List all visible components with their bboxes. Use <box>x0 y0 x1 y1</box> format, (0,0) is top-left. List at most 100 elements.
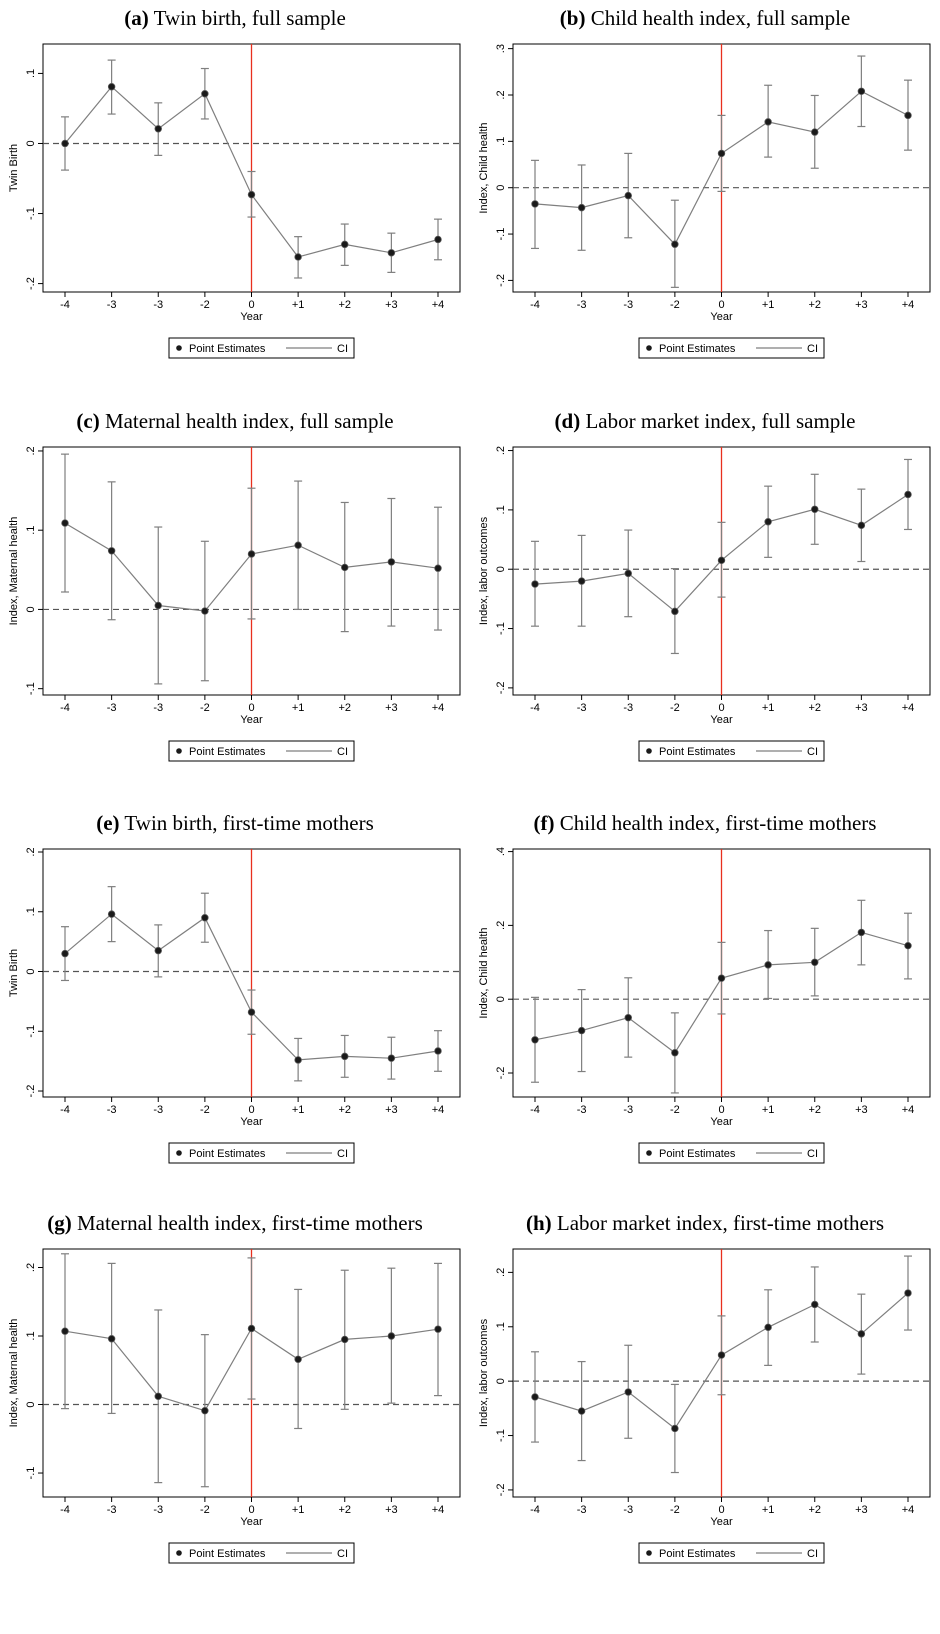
x-tick-label: +2 <box>808 299 821 311</box>
y-tick-label: .1 <box>495 1322 507 1331</box>
legend: Point Estimates CI <box>169 1543 354 1563</box>
point-estimate-marker <box>858 929 865 936</box>
point-estimate-marker <box>672 1049 679 1056</box>
x-tick-label: +2 <box>338 1104 351 1116</box>
legend-point-icon <box>176 748 182 754</box>
point-estimate-marker <box>295 1057 302 1064</box>
y-tick-label: -.1 <box>25 682 37 695</box>
point-estimate-marker <box>811 1301 818 1308</box>
point-estimate-marker <box>532 581 539 588</box>
y-tick-label: 0 <box>495 996 507 1002</box>
legend-point-icon <box>176 1550 182 1556</box>
chart-plot-h: .2 .1 0 -.1 -.2 Index, labor outcomes -4 -3 -3 -2… <box>470 1205 940 1613</box>
x-tick-label: +1 <box>762 1104 775 1116</box>
point-estimate-marker <box>388 249 395 256</box>
y-axis-title: Twin Birth <box>8 144 20 192</box>
x-tick-label: -4 <box>60 1504 70 1516</box>
x-tick-label: 0 <box>248 299 254 311</box>
legend-point-icon <box>646 1550 652 1556</box>
y-tick-label: .1 <box>25 526 37 535</box>
x-tick-label: 0 <box>248 1504 254 1516</box>
legend: Point Estimates CI <box>169 338 354 358</box>
point-estimate-marker <box>388 559 395 566</box>
x-tick-label: -4 <box>530 1104 540 1116</box>
y-tick-label: 0 <box>495 1378 507 1384</box>
legend-point-label: Point Estimates <box>189 1148 266 1160</box>
y-tick-label: 0 <box>495 185 507 191</box>
x-tick-label: -4 <box>530 1504 540 1516</box>
chart-plot-b: .3 .2 .1 0 -.1 -.2 Index, Child health -4 -3 -3 -2… <box>470 0 940 408</box>
x-tick-label: +3 <box>855 1104 868 1116</box>
x-tick-label: +1 <box>292 299 305 311</box>
chart-plot-a: .10-.1-.2Twin Birth-4 -3 -3 -2 0 +1 +2 +3 +4Year… <box>0 0 470 408</box>
chart-plot-e: .2 .1 0 -.1 -.2 Twin Birth -4 -3 -3 -2 0 +1 +2 +3 +4 Ye… <box>0 805 470 1213</box>
x-tick-label: +2 <box>338 702 351 714</box>
y-tick-label: .1 <box>25 907 37 916</box>
point-estimate-marker <box>341 564 348 571</box>
point-estimate-marker <box>858 522 865 529</box>
y-tick-label: -.1 <box>25 1467 37 1480</box>
x-tick-label: -3 <box>107 702 117 714</box>
x-tick-label: -4 <box>60 299 70 311</box>
legend: Point Estimates CI <box>639 338 824 358</box>
y-tick-label: .2 <box>495 921 507 930</box>
legend-ci-label: CI <box>807 1548 818 1560</box>
x-tick-label: 0 <box>248 1104 254 1116</box>
point-estimate-marker <box>578 1408 585 1415</box>
point-estimate-marker <box>341 241 348 248</box>
y-tick-label: -.1 <box>25 1025 37 1038</box>
x-tick-label: -3 <box>153 299 163 311</box>
point-estimate-marker <box>765 119 772 126</box>
y-tick-label: -.2 <box>495 274 507 287</box>
point-estimate-marker <box>532 1036 539 1043</box>
x-tick-label: +3 <box>385 1104 398 1116</box>
point-estimate-marker <box>811 959 818 966</box>
x-axis-title: Year <box>710 1516 733 1528</box>
point-estimate-marker <box>202 914 209 921</box>
y-axis-title: Index, Maternal health <box>8 1319 20 1428</box>
x-tick-label: +3 <box>855 1504 868 1516</box>
x-tick-label: -3 <box>153 1104 163 1116</box>
y-tick-label: -.2 <box>25 277 37 290</box>
x-axis-title: Year <box>240 1516 263 1528</box>
point-estimate-marker <box>388 1055 395 1062</box>
point-estimate-marker <box>155 947 162 954</box>
y-tick-label: .4 <box>495 847 507 856</box>
legend-ci-label: CI <box>337 1148 348 1160</box>
x-tick-label: +4 <box>432 702 445 714</box>
legend: Point Estimates CI <box>639 741 824 761</box>
x-tick-label: 0 <box>718 299 724 311</box>
y-tick-label: .2 <box>25 446 37 455</box>
x-tick-label: -3 <box>623 299 633 311</box>
x-tick-label: +4 <box>432 299 445 311</box>
x-tick-label: -3 <box>577 1504 587 1516</box>
x-tick-label: 0 <box>718 1504 724 1516</box>
x-tick-label: +2 <box>338 1504 351 1516</box>
legend: Point Estimates CI <box>169 741 354 761</box>
point-estimate-marker <box>108 911 115 918</box>
legend-ci-label: CI <box>807 1148 818 1160</box>
x-tick-label: +1 <box>292 1504 305 1516</box>
point-estimate-marker <box>62 1328 69 1335</box>
x-axis-title: Year <box>710 1116 733 1128</box>
legend-point-label: Point Estimates <box>659 343 736 355</box>
legend-ci-label: CI <box>807 343 818 355</box>
point-estimate-marker <box>435 1326 442 1333</box>
x-tick-label: -4 <box>530 299 540 311</box>
y-tick-label: .1 <box>25 1331 37 1340</box>
x-tick-label: -2 <box>670 1104 680 1116</box>
legend: Point Estimates CI <box>639 1143 824 1163</box>
point-estimate-marker <box>388 1333 395 1340</box>
point-estimate-marker <box>155 125 162 132</box>
point-estimate-marker <box>108 547 115 554</box>
point-estimate-marker <box>155 602 162 609</box>
point-estimate-marker <box>718 150 725 157</box>
x-tick-label: +1 <box>292 702 305 714</box>
x-tick-label: +2 <box>338 299 351 311</box>
x-tick-label: -4 <box>60 702 70 714</box>
y-tick-label: .3 <box>495 44 507 53</box>
point-estimate-marker <box>578 578 585 585</box>
point-estimate-marker <box>532 201 539 208</box>
point-estimate-marker <box>435 1048 442 1055</box>
y-tick-label: 0 <box>25 1401 37 1407</box>
